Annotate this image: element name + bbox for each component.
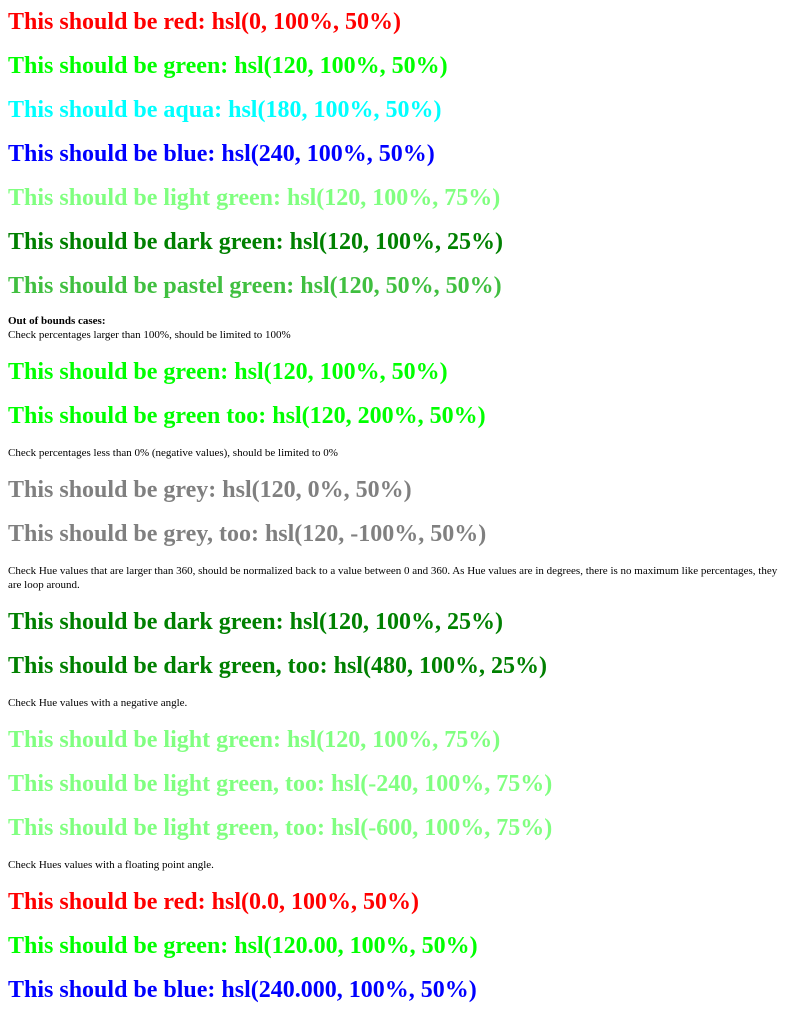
out-of-bounds-lines: This should be green: hsl(120, 100%, 50%… — [8, 358, 792, 430]
color-test-line: This should be green: hsl(120.00, 100%, … — [8, 933, 478, 959]
hue-large-note: Check Hue values that are larger than 36… — [8, 565, 778, 591]
color-test-line: This should be green too: hsl(120, 200%,… — [8, 403, 486, 429]
color-test-line: This should be dark green: hsl(120, 100%… — [8, 609, 503, 635]
hue-negative-section: Check Hue values with a negative angle. … — [8, 696, 792, 842]
hue-negative-note: Check Hue values with a negative angle. — [8, 697, 188, 709]
out-of-bounds-heading: Out of bounds cases: — [8, 315, 106, 327]
color-test-line: This should be red: hsl(0, 100%, 50%) — [8, 9, 401, 35]
color-test-line: This should be red: hsl(0.0, 100%, 50%) — [8, 889, 419, 915]
test-page: This should be red: hsl(0, 100%, 50%) Thi… — [0, 8, 800, 1004]
color-test-line: This should be grey: hsl(120, 0%, 50%) — [8, 477, 412, 503]
basic-cases: This should be red: hsl(0, 100%, 50%) Thi… — [8, 8, 792, 300]
out-of-bounds-section: Out of bounds cases: Check percentages l… — [8, 314, 792, 430]
hue-large-section: Check Hue values that are larger than 36… — [8, 564, 792, 680]
negative-note: Check percentages less than 0% (negative… — [8, 447, 338, 459]
color-test-line: This should be pastel green: hsl(120, 50… — [8, 273, 502, 299]
color-test-line: This should be light green: hsl(120, 100… — [8, 185, 501, 211]
hue-float-section: Check Hues values with a floating point … — [8, 858, 792, 1004]
hue-negative-lines: This should be light green: hsl(120, 100… — [8, 726, 792, 842]
color-test-line: This should be dark green: hsl(120, 100%… — [8, 229, 503, 255]
color-test-line: This should be green: hsl(120, 100%, 50%… — [8, 53, 448, 79]
negative-lines: This should be grey: hsl(120, 0%, 50%) Th… — [8, 476, 792, 548]
color-test-line: This should be blue: hsl(240.000, 100%, … — [8, 977, 477, 1003]
color-test-line: This should be light green, too: hsl(-24… — [8, 771, 553, 797]
hue-float-lines: This should be red: hsl(0.0, 100%, 50%) T… — [8, 888, 792, 1004]
out-of-bounds-note: Check percentages larger than 100%, shou… — [8, 329, 291, 341]
color-test-line: This should be aqua: hsl(180, 100%, 50%) — [8, 97, 442, 123]
color-test-line: This should be blue: hsl(240, 100%, 50%) — [8, 141, 435, 167]
color-test-line: This should be grey, too: hsl(120, -100%… — [8, 521, 487, 547]
hue-large-lines: This should be dark green: hsl(120, 100%… — [8, 608, 792, 680]
color-test-line: This should be light green: hsl(120, 100… — [8, 727, 501, 753]
color-test-line: This should be dark green, too: hsl(480,… — [8, 653, 547, 679]
color-test-line: This should be green: hsl(120, 100%, 50%… — [8, 359, 448, 385]
hue-float-note: Check Hues values with a floating point … — [8, 859, 214, 871]
color-test-line: This should be light green, too: hsl(-60… — [8, 815, 553, 841]
negative-section: Check percentages less than 0% (negative… — [8, 446, 792, 548]
